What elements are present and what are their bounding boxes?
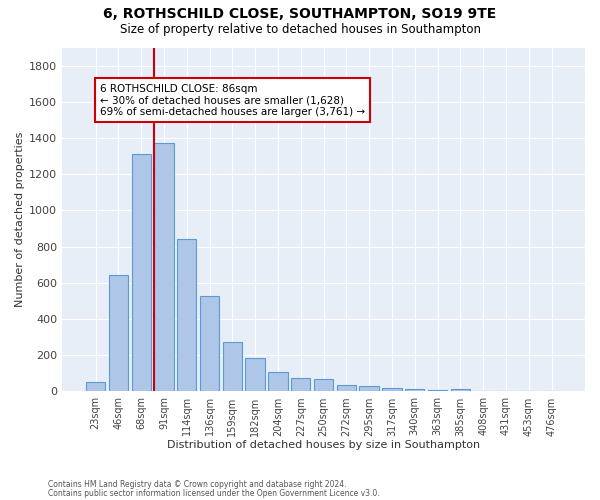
Text: Size of property relative to detached houses in Southampton: Size of property relative to detached ho… <box>119 22 481 36</box>
Bar <box>245 358 265 392</box>
Bar <box>291 378 310 392</box>
Bar <box>359 386 379 392</box>
Y-axis label: Number of detached properties: Number of detached properties <box>15 132 25 307</box>
Bar <box>337 384 356 392</box>
Bar <box>177 240 196 392</box>
Bar <box>314 379 333 392</box>
Bar <box>223 342 242 392</box>
Bar <box>200 296 219 392</box>
Text: 6 ROTHSCHILD CLOSE: 86sqm
← 30% of detached houses are smaller (1,628)
69% of se: 6 ROTHSCHILD CLOSE: 86sqm ← 30% of detac… <box>100 84 365 117</box>
Bar <box>405 389 424 392</box>
Bar <box>109 274 128 392</box>
Bar <box>86 382 105 392</box>
Bar <box>268 372 287 392</box>
Text: Contains public sector information licensed under the Open Government Licence v3: Contains public sector information licen… <box>48 489 380 498</box>
X-axis label: Distribution of detached houses by size in Southampton: Distribution of detached houses by size … <box>167 440 480 450</box>
Bar <box>154 142 173 392</box>
Bar <box>428 390 447 392</box>
Bar <box>382 388 401 392</box>
Bar <box>131 154 151 392</box>
Bar <box>451 390 470 392</box>
Text: Contains HM Land Registry data © Crown copyright and database right 2024.: Contains HM Land Registry data © Crown c… <box>48 480 347 489</box>
Text: 6, ROTHSCHILD CLOSE, SOUTHAMPTON, SO19 9TE: 6, ROTHSCHILD CLOSE, SOUTHAMPTON, SO19 9… <box>103 8 497 22</box>
